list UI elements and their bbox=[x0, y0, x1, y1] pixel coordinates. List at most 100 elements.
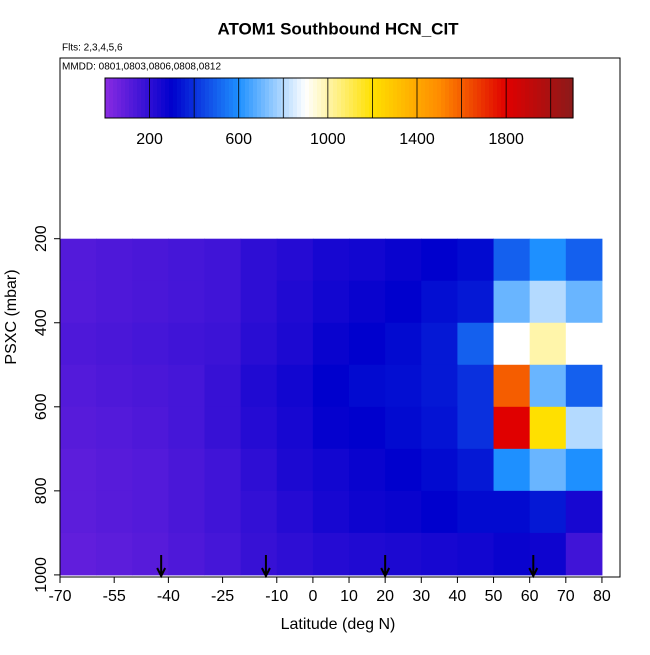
heat-cell bbox=[312, 238, 350, 282]
colorbar-swatch bbox=[225, 78, 230, 118]
heat-cell bbox=[565, 238, 603, 282]
heat-cell bbox=[96, 406, 133, 450]
heat-cell bbox=[493, 490, 531, 534]
colorbar-swatch bbox=[465, 78, 470, 118]
colorbar-swatch bbox=[529, 78, 534, 118]
heat-cell bbox=[96, 448, 133, 492]
colorbar-swatch bbox=[161, 78, 166, 118]
colorbar-swatch bbox=[313, 78, 318, 118]
heat-cell bbox=[60, 406, 97, 450]
heat-cell bbox=[276, 364, 314, 408]
x-tick-label: 40 bbox=[449, 588, 467, 605]
heat-cell bbox=[132, 490, 169, 534]
colorbar-swatch bbox=[321, 78, 326, 118]
heat-cell bbox=[276, 280, 314, 324]
colorbar-swatch bbox=[417, 78, 422, 118]
heat-cell bbox=[204, 364, 242, 408]
colorbar-swatch bbox=[501, 78, 506, 118]
x-tick-label: 80 bbox=[593, 588, 611, 605]
heat-cell bbox=[276, 448, 314, 492]
chart-title: ATOM1 Southbound HCN_CIT bbox=[217, 19, 459, 38]
heat-cell bbox=[493, 406, 531, 450]
colorbar-swatch bbox=[401, 78, 406, 118]
heat-cell bbox=[312, 448, 350, 492]
heat-cell bbox=[204, 238, 242, 282]
heat-cell bbox=[565, 532, 603, 576]
y-tick-label: 1000 bbox=[33, 557, 50, 593]
colorbar-tick-label: 1800 bbox=[488, 131, 524, 148]
heat-cell bbox=[96, 238, 133, 282]
colorbar-swatch bbox=[169, 78, 174, 118]
heat-cell bbox=[240, 364, 278, 408]
colorbar-swatch bbox=[349, 78, 354, 118]
colorbar-swatch bbox=[485, 78, 490, 118]
heat-cell bbox=[385, 322, 422, 366]
colorbar-swatch bbox=[353, 78, 358, 118]
heat-cell bbox=[240, 532, 278, 576]
colorbar-swatch bbox=[369, 78, 374, 118]
colorbar-swatch bbox=[429, 78, 434, 118]
heat-cell bbox=[240, 406, 278, 450]
heat-cell bbox=[60, 364, 97, 408]
colorbar-swatch bbox=[265, 78, 270, 118]
heat-cell bbox=[565, 406, 603, 450]
heat-cell bbox=[349, 406, 386, 450]
colorbar-swatch bbox=[249, 78, 254, 118]
heat-cell bbox=[349, 532, 386, 576]
colorbar-swatch bbox=[393, 78, 398, 118]
colorbar-swatch bbox=[565, 78, 570, 118]
heat-cell bbox=[529, 532, 567, 576]
heat-cell bbox=[493, 322, 531, 366]
heat-cell bbox=[204, 322, 242, 366]
colorbar-swatch bbox=[489, 78, 494, 118]
heat-cell bbox=[385, 490, 422, 534]
colorbar-swatch bbox=[189, 78, 194, 118]
plot-frame bbox=[59, 57, 621, 578]
colorbar-swatch bbox=[413, 78, 418, 118]
colorbar-swatch bbox=[149, 78, 154, 118]
heat-cell bbox=[565, 490, 603, 534]
heat-cell bbox=[312, 490, 350, 534]
colorbar-swatch bbox=[205, 78, 210, 118]
heat-cell bbox=[529, 322, 567, 366]
x-tick-label: -40 bbox=[157, 588, 180, 605]
colorbar-swatch bbox=[213, 78, 218, 118]
colorbar-swatch bbox=[505, 78, 510, 118]
heat-cell bbox=[96, 280, 133, 324]
colorbar-swatch bbox=[553, 78, 558, 118]
heat-cell bbox=[421, 238, 458, 282]
heat-cell bbox=[96, 364, 133, 408]
colorbar-swatch bbox=[165, 78, 170, 118]
x-tick-label: -10 bbox=[265, 588, 288, 605]
heat-cell bbox=[349, 322, 386, 366]
heat-cell bbox=[421, 322, 458, 366]
colorbar-swatch bbox=[477, 78, 482, 118]
colorbar-swatch bbox=[145, 78, 150, 118]
heat-cell bbox=[60, 238, 97, 282]
heat-cell bbox=[60, 448, 97, 492]
colorbar-swatch bbox=[513, 78, 518, 118]
heat-cell bbox=[457, 364, 495, 408]
colorbar-swatch bbox=[373, 78, 378, 118]
heat-cell bbox=[96, 490, 133, 534]
colorbar-tick-label: 600 bbox=[225, 131, 252, 148]
colorbar-swatch bbox=[109, 78, 114, 118]
colorbar-swatch bbox=[381, 78, 386, 118]
x-tick-label: 10 bbox=[340, 588, 358, 605]
colorbar-swatch bbox=[153, 78, 158, 118]
colorbar-swatch bbox=[533, 78, 538, 118]
heat-cell bbox=[240, 322, 278, 366]
colorbar-swatch bbox=[229, 78, 234, 118]
x-tick-label: -55 bbox=[103, 588, 126, 605]
heat-cell bbox=[565, 448, 603, 492]
heat-cell bbox=[312, 532, 350, 576]
heat-cell bbox=[312, 280, 350, 324]
colorbar-swatch bbox=[365, 78, 370, 118]
heat-cell bbox=[457, 532, 495, 576]
x-tick-label: 30 bbox=[412, 588, 430, 605]
heat-cell bbox=[276, 238, 314, 282]
heat-cell bbox=[96, 322, 133, 366]
heat-cell bbox=[240, 238, 278, 282]
colorbar-swatch bbox=[377, 78, 382, 118]
colorbar-swatch bbox=[141, 78, 146, 118]
